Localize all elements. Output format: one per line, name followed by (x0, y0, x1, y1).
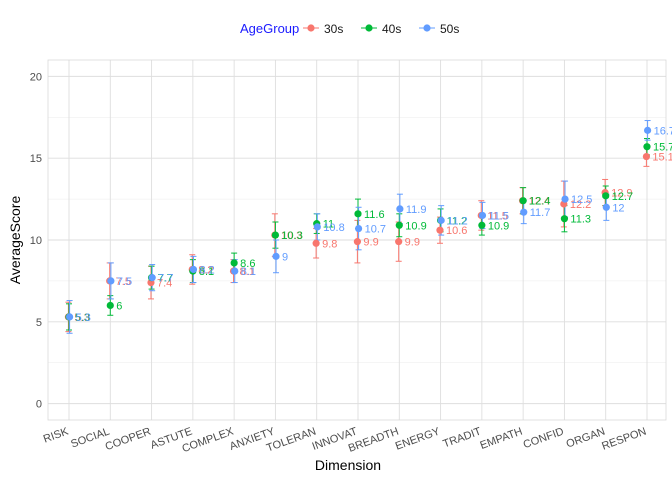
data-point (643, 143, 651, 151)
legend-label: 50s (440, 22, 459, 36)
data-label: 8.1 (199, 266, 214, 278)
legend-label: 30s (324, 22, 343, 36)
data-label: 12.5 (571, 194, 592, 206)
data-label: 8.2 (199, 264, 214, 276)
data-point (230, 259, 238, 267)
data-label: 11.2 (447, 215, 468, 227)
data-label: 11.5 (488, 210, 509, 222)
data-label: 10.6 (446, 225, 467, 237)
data-point (66, 313, 74, 321)
data-label: 9.9 (405, 237, 420, 249)
data-point (520, 208, 528, 216)
data-point (644, 126, 652, 134)
data-label: 7.4 (157, 278, 172, 290)
data-label: 7.7 (158, 273, 173, 285)
data-label: 8.1 (240, 266, 255, 278)
data-label: 10.7 (365, 224, 386, 236)
data-point (354, 210, 362, 218)
data-point (106, 301, 114, 310)
data-label: 5.3 (74, 312, 89, 324)
data-point (478, 211, 487, 220)
data-label: 15.7 (653, 142, 672, 154)
data-point (602, 192, 610, 200)
data-point (272, 252, 280, 260)
y-tick-label: 5 (36, 317, 42, 329)
data-points (64, 126, 652, 321)
data-point (107, 277, 115, 285)
data-label: 12.4 (529, 196, 550, 208)
data-label: 15.1 (652, 152, 672, 164)
data-label: 7.5 (116, 276, 131, 288)
data-label: 12 (612, 202, 624, 214)
data-label: 9 (282, 251, 288, 263)
data-label: 9.8 (322, 238, 337, 250)
data-label: 7.5 (117, 276, 132, 288)
data-point (478, 221, 486, 229)
legend-label: 40s (382, 22, 401, 36)
data-label: 9.9 (363, 237, 378, 249)
data-label: 6 (116, 300, 122, 312)
data-label: 8.1 (241, 266, 256, 278)
legend: AgeGroup 30s 40s 50s (240, 21, 459, 36)
data-label: 10.3 (281, 230, 302, 242)
data-label: 11.9 (406, 204, 427, 216)
data-label: 11.2 (447, 215, 468, 227)
data-point (395, 238, 403, 246)
x-axis-title: Dimension (315, 457, 381, 473)
data-point (313, 223, 321, 231)
data-label: 10.9 (488, 220, 509, 232)
data-label: 10.8 (323, 222, 344, 234)
data-point (642, 152, 651, 161)
data-point (396, 205, 404, 213)
data-label: 11 (323, 219, 334, 231)
legend-key-point (307, 24, 315, 32)
data-point (395, 221, 403, 229)
y-tick-label: 20 (30, 71, 42, 83)
data-point (355, 224, 363, 233)
data-labels: 5.37.5 7.48.2 8.110.39.8 9.9 9.910.611.512.4… (74, 125, 672, 324)
data-label: 12.2 (570, 199, 591, 211)
data-label: 12.7 (612, 191, 633, 203)
data-point (353, 238, 361, 246)
legend-key-point (365, 24, 373, 32)
y-axis-title: AverageScore (7, 196, 23, 285)
data-label: 12.9 (611, 188, 632, 200)
data-label: 5.3 (76, 312, 91, 324)
data-point (271, 231, 280, 239)
data-point (312, 239, 320, 247)
data-label: 11.5 (487, 210, 508, 222)
y-tick-label: 0 (36, 399, 42, 411)
data-point (231, 267, 239, 275)
data-point (148, 274, 156, 282)
y-tick-label: 15 (30, 153, 42, 165)
legend-key-point (423, 24, 431, 32)
data-point (436, 226, 444, 234)
data-label: 5.3 (75, 312, 90, 324)
panel-border (47, 59, 667, 421)
data-label: 8.6 (240, 258, 255, 270)
data-label: 11.3 (570, 214, 591, 226)
data-point (189, 265, 198, 274)
data-label: 10.9 (405, 220, 426, 232)
data-label: 10.3 (281, 230, 302, 242)
data-label: 16.7 (654, 125, 672, 137)
data-label: 11.7 (530, 207, 551, 219)
data-point (437, 216, 445, 224)
data-label: 7.7 (158, 273, 173, 285)
data-point (560, 215, 569, 223)
y-tick-label: 10 (30, 235, 42, 247)
data-label: 11.6 (364, 209, 385, 221)
data-label: 8.2 (198, 264, 213, 276)
data-point (519, 197, 527, 205)
data-label: 12.4 (529, 196, 550, 208)
data-point (561, 195, 569, 203)
data-point (602, 203, 610, 211)
legend-title: AgeGroup (240, 21, 299, 36)
